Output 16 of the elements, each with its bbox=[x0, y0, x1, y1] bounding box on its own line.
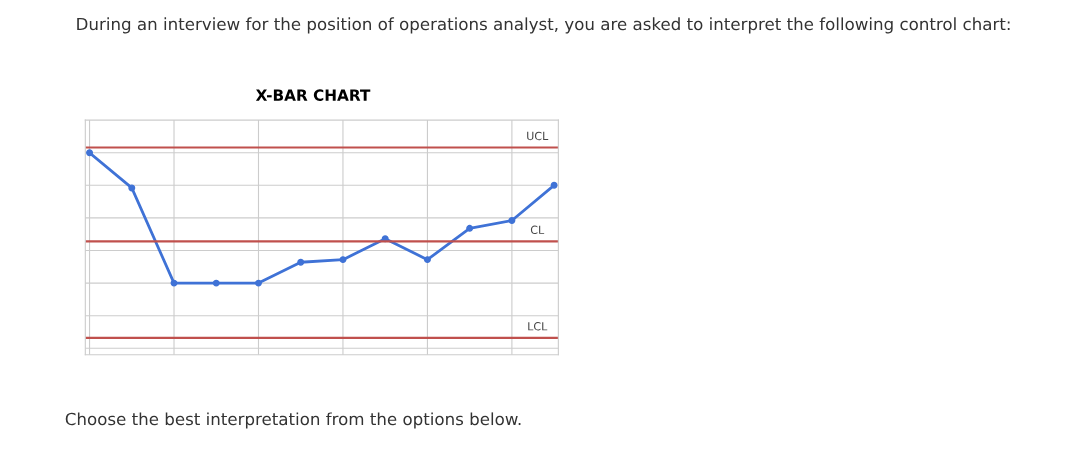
point bbox=[128, 184, 136, 192]
text: Choose the best interpretation from the options below. bbox=[65, 412, 521, 429]
point bbox=[212, 279, 220, 287]
point bbox=[550, 181, 558, 189]
ref-line-label: CL bbox=[530, 225, 545, 235]
point bbox=[255, 279, 262, 287]
ref-line-label: LCL bbox=[528, 322, 548, 331]
point bbox=[423, 256, 431, 264]
point bbox=[466, 224, 474, 232]
point bbox=[86, 149, 94, 157]
chart-title: X-BAR CHART bbox=[255, 89, 371, 101]
point bbox=[297, 258, 305, 266]
point bbox=[339, 256, 347, 264]
point bbox=[508, 217, 516, 224]
text: During an interview for the position of operations analyst, you are asked to interpret the following control chart: bbox=[77, 17, 1010, 34]
ref-line-label: UCL bbox=[527, 131, 549, 141]
